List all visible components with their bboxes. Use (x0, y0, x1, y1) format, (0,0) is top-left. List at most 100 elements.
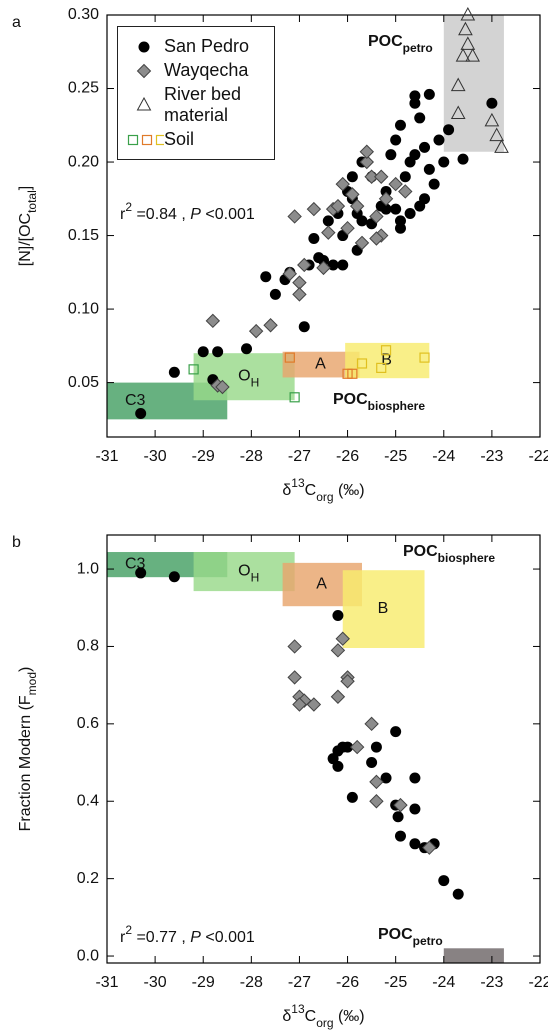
point (356, 215, 368, 227)
region (342, 570, 425, 648)
point (409, 149, 421, 161)
x-tick-label: -31 (95, 974, 118, 991)
point (340, 674, 355, 689)
stat-text: r2 =0.84 , P <0.001 (120, 200, 255, 223)
x-tick-label: -29 (192, 974, 215, 991)
stat-text-part: P (190, 206, 201, 223)
x-tick-label: -25 (384, 974, 407, 991)
y-axis-label-part: Fraction Modern (F (17, 695, 34, 831)
annotation-part: petro (413, 934, 443, 948)
point (450, 105, 466, 120)
series (188, 345, 430, 403)
point (337, 259, 349, 271)
point (438, 156, 450, 168)
point (136, 97, 152, 111)
y-tick-label: 0.0 (77, 947, 99, 964)
point (380, 772, 392, 784)
point (489, 127, 505, 142)
point (390, 726, 402, 738)
point (380, 203, 392, 215)
point (369, 231, 384, 246)
region (345, 342, 430, 379)
legend-symbol (138, 41, 150, 52)
x-tick-label: -22 (528, 974, 548, 991)
point (292, 697, 307, 712)
point (394, 222, 406, 234)
x-axis-label-part: 13 (291, 476, 305, 490)
point (364, 169, 379, 184)
stat-text-part: <0.001 (201, 206, 255, 223)
point (321, 225, 336, 240)
point (298, 321, 310, 333)
region-label-part: A (316, 576, 327, 593)
point (263, 318, 278, 333)
region-label: OH (238, 563, 259, 585)
point (369, 209, 384, 224)
point (393, 797, 408, 813)
point (141, 134, 153, 145)
point (330, 643, 346, 658)
point (409, 772, 421, 784)
x-tick-label: -24 (432, 448, 455, 465)
x-axis-label-part: (‰) (334, 1008, 365, 1025)
point (135, 407, 147, 419)
point (188, 364, 199, 375)
annotation-part: POC (378, 926, 413, 943)
point (438, 875, 450, 887)
y-tick-label: 0.25 (68, 80, 99, 97)
point (455, 48, 471, 62)
stat-text-part: =0.77 , (132, 929, 190, 946)
point (349, 198, 365, 214)
x-axis-label-part: C (305, 482, 317, 499)
point (332, 760, 344, 772)
y-tick-label: 0.30 (68, 6, 99, 23)
point (127, 134, 139, 145)
legend-symbol (136, 63, 152, 78)
region-label: OH (238, 368, 259, 390)
point (330, 689, 346, 704)
point (380, 185, 392, 197)
x-axis-label-part: org (316, 1016, 333, 1030)
point (356, 358, 368, 369)
region-label-part: H (251, 376, 260, 390)
y-axis-label-part: ) (17, 667, 34, 672)
point (342, 741, 354, 753)
point (168, 366, 180, 378)
point (359, 154, 375, 170)
region-label-part: B (378, 600, 389, 617)
point (322, 215, 334, 227)
x-axis-label-part: 13 (291, 1002, 305, 1016)
point (330, 198, 346, 214)
stat-text-part: r (120, 929, 126, 946)
legend-label: Soil (164, 129, 195, 149)
stat-text-part: P (190, 929, 201, 946)
series (287, 631, 437, 855)
region-label-part: O (238, 368, 250, 385)
point (364, 716, 379, 732)
x-axis-label-part: org (316, 490, 333, 504)
point (419, 352, 430, 363)
point (289, 392, 300, 403)
point (248, 323, 264, 339)
point (409, 90, 421, 102)
region-label-part: C3 (125, 392, 146, 409)
annotation-part: biosphere (438, 551, 496, 565)
x-axis-label-part: (‰) (334, 482, 365, 499)
point (347, 368, 358, 379)
point (484, 112, 500, 127)
x-tick-label: -23 (480, 448, 503, 465)
point (212, 346, 224, 358)
series (450, 6, 509, 153)
legend-label: San Pedro (164, 36, 250, 56)
point (308, 232, 320, 244)
point (135, 567, 147, 579)
point (287, 670, 302, 685)
point (392, 811, 404, 823)
region-label: B (381, 352, 392, 369)
point (450, 77, 466, 92)
point (370, 741, 382, 753)
point (340, 220, 355, 236)
legend-entry: Soil (124, 129, 274, 150)
